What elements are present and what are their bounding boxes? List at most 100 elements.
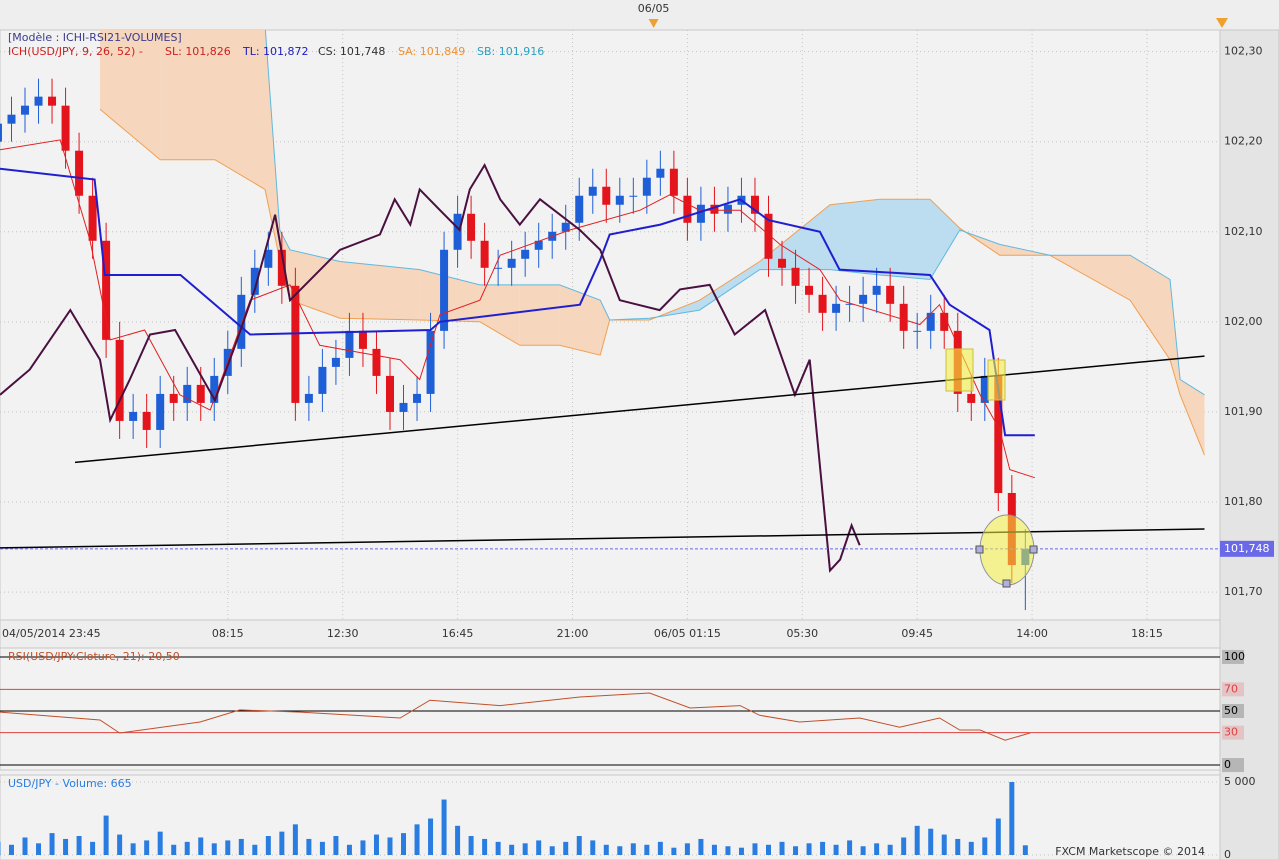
volume-bar	[103, 815, 109, 855]
candle-body	[872, 285, 881, 295]
tick-label-box	[1222, 682, 1244, 697]
candle-body	[318, 366, 327, 394]
x-tick-label: 05:30	[786, 627, 818, 640]
date-marker-label: 06/05	[638, 2, 670, 15]
handle[interactable]	[1029, 545, 1038, 554]
candle-body	[413, 393, 422, 403]
candle-body	[0, 123, 2, 142]
candle-body	[453, 213, 462, 250]
x-tick-label: 08:15	[212, 627, 244, 640]
candle-body	[61, 105, 70, 151]
candle-body	[129, 411, 138, 421]
volume-bar	[455, 825, 461, 855]
volume-bar	[306, 838, 312, 855]
volume-bar	[684, 843, 690, 855]
volume-bar	[901, 837, 907, 855]
volume-bar	[36, 843, 42, 855]
candle-body	[102, 240, 111, 340]
footer: FXCM Marketscope © 2014	[1055, 845, 1205, 858]
volume-bar	[238, 838, 244, 855]
scroll-marker[interactable]	[1216, 18, 1228, 28]
volume-bar	[1022, 845, 1028, 855]
y-tick-label: 5 000	[1224, 775, 1256, 788]
cloud-segment	[339, 261, 420, 321]
volume-bar	[8, 844, 14, 855]
candle-body	[358, 330, 367, 349]
handle[interactable]	[1002, 579, 1011, 588]
tick-label-box	[1222, 703, 1244, 718]
candle-body	[561, 222, 570, 232]
volume-bar	[225, 840, 231, 855]
candle-body	[818, 294, 827, 313]
candle-body	[156, 393, 165, 430]
candle-body	[940, 312, 949, 331]
volume-bar	[820, 841, 826, 855]
volume-bar	[630, 843, 636, 855]
handle[interactable]	[975, 545, 984, 554]
volume-bar	[441, 799, 447, 855]
cloud-segment	[699, 261, 760, 311]
candle-body	[291, 285, 300, 403]
candle-body	[656, 168, 665, 178]
volume-bar	[387, 837, 393, 855]
cloud-segment	[214, 30, 265, 190]
candle-body	[642, 177, 651, 196]
volume-bar	[130, 843, 136, 855]
candle-body	[48, 96, 57, 106]
volume-bar	[887, 844, 893, 855]
candle-body	[75, 150, 84, 196]
volume-bar	[941, 834, 947, 855]
candle-body	[440, 249, 449, 331]
candle-body	[277, 249, 286, 286]
volume-bar	[428, 818, 434, 855]
y-tick-label: 102,30	[1224, 45, 1263, 58]
y-tick-label: 101,90	[1224, 405, 1263, 418]
cloud-segment	[759, 204, 831, 270]
candle-body	[629, 195, 638, 197]
candle-body	[426, 330, 435, 394]
candle-body	[615, 195, 624, 205]
y-tick-label: 101,80	[1224, 495, 1263, 508]
last-price-box	[1220, 540, 1274, 557]
volume-bar	[482, 838, 488, 855]
volume-bar	[171, 844, 177, 855]
date-marker	[648, 19, 659, 28]
volume-bar	[576, 836, 582, 855]
volume-bar	[279, 831, 285, 855]
volume-bar	[346, 844, 352, 855]
volume-bar	[373, 834, 379, 855]
candle-body	[304, 393, 313, 403]
candle-body	[899, 303, 908, 331]
volume-bar	[144, 840, 150, 855]
volume-bar	[292, 824, 298, 855]
last-price-label: 101,748	[1224, 542, 1270, 555]
x-tick-label: 04/05/2014 23:45	[2, 627, 101, 640]
tl-label: TL: 101,872	[242, 45, 309, 58]
candle-body	[791, 267, 800, 286]
candle-body	[399, 402, 408, 412]
candle-body	[913, 330, 922, 332]
cloud-segment	[419, 269, 480, 322]
volume-bar	[671, 847, 677, 855]
volume-bar	[752, 843, 758, 855]
volume-bar	[252, 844, 258, 855]
indicator-line	[0, 167, 1035, 437]
cloud-segment	[289, 249, 340, 319]
candle-body	[832, 303, 841, 313]
cloud-segment	[600, 300, 610, 356]
volume-bar	[738, 847, 744, 855]
volume-bar	[90, 841, 96, 855]
sl-label: SL: 101,826	[165, 45, 231, 58]
volume-bar	[117, 834, 123, 855]
y-tick-label: 100	[1224, 650, 1245, 663]
volume-bar	[536, 840, 542, 855]
y-tick-label: 50	[1224, 704, 1238, 717]
volume-bar	[779, 841, 785, 855]
candle-body	[696, 204, 705, 223]
volume-bar	[1009, 782, 1015, 855]
cloud-segment	[830, 199, 881, 276]
volume-bar	[468, 836, 474, 855]
volume-bar	[157, 831, 163, 855]
